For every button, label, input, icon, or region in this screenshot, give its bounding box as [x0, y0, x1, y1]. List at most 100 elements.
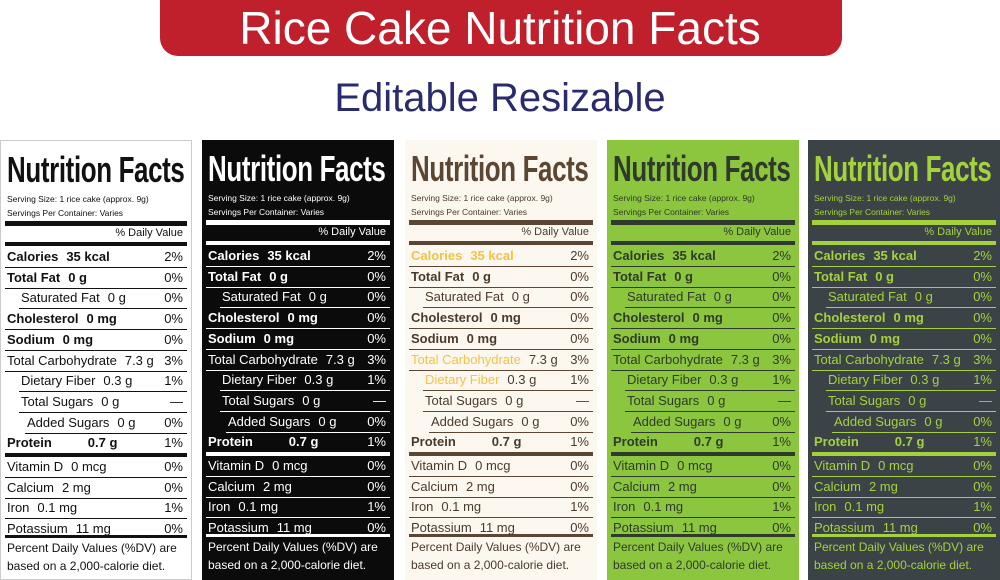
- daily-value: 1%: [367, 372, 386, 388]
- daily-value: 0%: [973, 520, 992, 536]
- nutrient-amount: 0 g: [107, 290, 126, 306]
- row-rule: [631, 431, 795, 433]
- nutrient-name: Added Sugars: [431, 413, 514, 429]
- nutrient-row: Total Carbohydrate 7.3 g 3%: [208, 350, 386, 370]
- nutrient-name: Total Carbohydrate: [411, 351, 521, 367]
- nutrient-row: Total Sugars 0 g —: [208, 391, 386, 411]
- row-rule: [625, 410, 795, 412]
- nutrient-row: Calcium 2 mg 0%: [814, 477, 992, 497]
- nutrient-amount: 0 mg: [490, 310, 521, 326]
- daily-value: 1%: [367, 499, 386, 515]
- nutrient-row: Sodium 0 mg 0%: [613, 329, 791, 349]
- nutrient-row: Saturated Fat 0 g 0%: [208, 287, 386, 307]
- daily-value: 1%: [772, 499, 791, 515]
- nutrient-name: Saturated Fat: [828, 289, 907, 305]
- nutrient-row: Total Fat 0 g 0%: [613, 267, 791, 287]
- nutrient-row: Calories 35 kcal 2%: [208, 246, 386, 266]
- nutrient-name: Iron: [814, 499, 837, 515]
- thick-rule: [409, 241, 593, 245]
- nutrient-name: Calories: [208, 248, 260, 263]
- row-rule: [206, 266, 390, 267]
- daily-value: 0%: [772, 413, 791, 429]
- title: Rice Cake Nutrition Facts: [239, 2, 761, 54]
- row-rule: [206, 496, 390, 498]
- nutrient-amount: 0.1 mg: [643, 499, 684, 515]
- nutrient-name: Total Fat: [814, 268, 868, 284]
- row-rule: [826, 390, 996, 392]
- nutrient-row: Added Sugars 0 g 0%: [613, 412, 791, 432]
- daily-value: 0%: [164, 290, 183, 306]
- nutrient-name: Saturated Fat: [425, 289, 504, 305]
- thick-rule: [812, 220, 996, 225]
- nutrient-amount: 0 mg: [893, 310, 924, 326]
- nutrient-name: Vitamin D: [411, 458, 468, 473]
- nutrient-row: Total Fat 0 g 0%: [7, 268, 183, 288]
- dv-header: % Daily Value: [521, 226, 589, 238]
- nutrient-row: Vitamin D 0 mcg 0%: [411, 456, 589, 476]
- nutrient-name: Protein: [613, 434, 658, 450]
- daily-value: 0%: [772, 520, 791, 536]
- title-banner: [160, 0, 842, 56]
- row-rule: [206, 286, 390, 288]
- nutrient-amount: 0.3 g: [709, 372, 739, 388]
- daily-value: —: [979, 392, 992, 408]
- daily-value: 0%: [772, 458, 791, 473]
- thick-rule: [5, 221, 187, 226]
- daily-value: 0%: [367, 330, 386, 346]
- daily-value: 0%: [164, 459, 183, 474]
- nutrient-row: Total Carbohydrate 7.3 g 3%: [7, 351, 183, 371]
- nutrient-name: Sodium: [814, 330, 862, 346]
- nutrition-label: Nutrition Facts Serving Size: 1 rice cake…: [808, 140, 1000, 580]
- daily-value: 0%: [570, 268, 589, 284]
- nutrient-amount: 0 g: [511, 289, 530, 305]
- row-rule: [19, 391, 187, 393]
- nutrient-name: Calcium: [7, 479, 54, 495]
- nutrient-name: Total Fat: [7, 269, 61, 285]
- nutrient-row: Iron 0.1 mg 1%: [613, 497, 791, 517]
- row-rule: [423, 307, 593, 309]
- nutrient-amount: 2 mg: [61, 479, 91, 495]
- footnote: Percent Daily Values (%DV) are based on …: [411, 540, 581, 572]
- daily-value: 0%: [973, 310, 992, 326]
- row-rule: [611, 369, 795, 371]
- daily-value: 1%: [973, 372, 992, 388]
- nutrient-row: Total Carbohydrate 7.3 g 3%: [814, 350, 992, 370]
- nutrient-amount: 0.1 mg: [37, 500, 78, 516]
- dv-header: % Daily Value: [115, 227, 183, 239]
- row-rule: [5, 349, 187, 351]
- nutrient-row: Dietary Fiber 0.3 g 1%: [208, 370, 386, 390]
- daily-value: 0%: [367, 413, 386, 429]
- nutrient-name: Added Sugars: [228, 413, 311, 429]
- daily-value: 1%: [570, 434, 589, 450]
- nutrient-name: Cholesterol: [7, 311, 79, 327]
- nutrient-row: Saturated Fat 0 g 0%: [7, 288, 183, 308]
- thick-rule: [206, 241, 390, 245]
- nutrient-row: Dietary Fiber 0.3 g 1%: [814, 370, 992, 390]
- daily-value: 1%: [772, 434, 791, 450]
- nutrient-amount: 0 g: [308, 289, 327, 305]
- row-rule: [812, 452, 996, 457]
- row-rule: [19, 308, 187, 310]
- nutrient-amount: 0 g: [521, 413, 540, 429]
- thick-rule: [409, 534, 593, 537]
- nutrient-row: Protein 0.7 g 1%: [208, 432, 386, 452]
- daily-value: 1%: [570, 372, 589, 388]
- nutrient-amount: 7.3 g: [730, 351, 760, 367]
- nutrient-amount: 11 mg: [75, 521, 111, 537]
- nutrient-name: Saturated Fat: [627, 289, 706, 305]
- nutrient-name: Total Carbohydrate: [208, 351, 318, 367]
- row-rule: [409, 517, 593, 519]
- nutrient-amount: 0 g: [674, 268, 693, 284]
- row-rule: [5, 518, 187, 520]
- nutrient-amount: 0 g: [908, 392, 927, 408]
- nutrient-row: Vitamin D 0 mcg 0%: [814, 456, 992, 476]
- nutrient-row: Cholesterol 0 mg 0%: [7, 309, 183, 329]
- nutrient-row: Vitamin D 0 mcg 0%: [613, 456, 791, 476]
- daily-value: 0%: [973, 330, 992, 346]
- row-rule: [832, 431, 996, 433]
- nutrient-name: Protein: [208, 434, 253, 450]
- row-rule: [826, 307, 996, 309]
- nutrient-amount: 0 mg: [466, 330, 498, 346]
- nutrient-name: Total Sugars: [425, 392, 498, 408]
- nutrient-name: Sodium: [208, 330, 256, 346]
